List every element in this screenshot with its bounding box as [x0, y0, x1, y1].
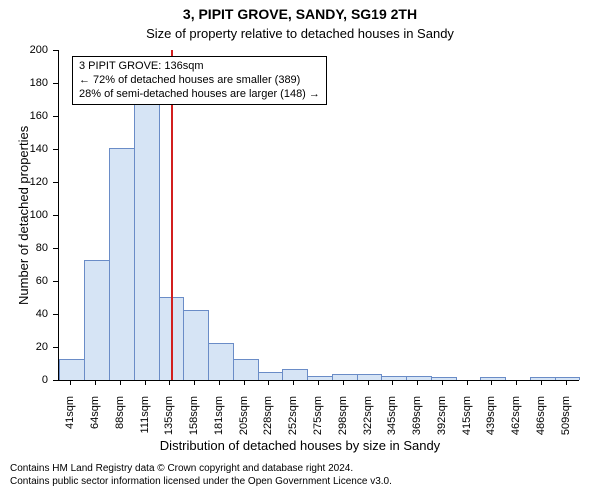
- x-tick-mark: [145, 380, 146, 385]
- annotation-box: 3 PIPIT GROVE: 136sqm ← 72% of detached …: [72, 56, 327, 105]
- histogram-bar: [307, 376, 333, 380]
- x-tick-mark: [169, 380, 170, 385]
- x-tick-mark: [268, 380, 269, 385]
- x-tick-mark: [491, 380, 492, 385]
- y-tick-mark: [53, 50, 58, 51]
- x-tick-mark: [541, 380, 542, 385]
- histogram-bar: [208, 343, 234, 380]
- x-tick-label: 369sqm: [411, 396, 423, 496]
- x-tick-mark: [417, 380, 418, 385]
- x-tick-label: 486sqm: [535, 396, 547, 496]
- histogram-bar: [233, 359, 259, 380]
- histogram-bar: [258, 372, 284, 380]
- y-tick-mark: [53, 281, 58, 282]
- x-tick-mark: [516, 380, 517, 385]
- histogram-bar: [59, 359, 85, 380]
- x-tick-label: 252sqm: [287, 396, 299, 496]
- histogram-bar: [183, 310, 209, 380]
- histogram-bar: [109, 148, 135, 380]
- histogram-bar: [332, 374, 358, 380]
- x-tick-label: 509sqm: [560, 396, 572, 496]
- x-tick-label: 322sqm: [362, 396, 374, 496]
- y-tick-mark: [53, 347, 58, 348]
- annotation-line: 3 PIPIT GROVE: 136sqm: [79, 60, 320, 74]
- y-tick-label: 0: [0, 374, 48, 386]
- x-tick-mark: [293, 380, 294, 385]
- x-tick-mark: [566, 380, 567, 385]
- x-tick-label: 41sqm: [64, 396, 76, 496]
- x-tick-label: 88sqm: [114, 396, 126, 496]
- y-tick-label: 80: [0, 242, 48, 254]
- histogram-bar: [357, 374, 383, 380]
- x-tick-mark: [219, 380, 220, 385]
- histogram-bar: [381, 376, 407, 380]
- y-tick-mark: [53, 215, 58, 216]
- x-tick-mark: [244, 380, 245, 385]
- x-tick-mark: [442, 380, 443, 385]
- y-tick-label: 60: [0, 275, 48, 287]
- x-tick-label: 462sqm: [510, 396, 522, 496]
- y-tick-label: 160: [0, 110, 48, 122]
- x-tick-label: 181sqm: [213, 396, 225, 496]
- x-tick-label: 345sqm: [386, 396, 398, 496]
- y-tick-label: 180: [0, 77, 48, 89]
- y-tick-label: 100: [0, 209, 48, 221]
- y-tick-label: 120: [0, 176, 48, 188]
- y-tick-mark: [53, 116, 58, 117]
- x-tick-mark: [318, 380, 319, 385]
- chart-subtitle: Size of property relative to detached ho…: [0, 26, 600, 41]
- y-tick-mark: [53, 83, 58, 84]
- x-tick-label: 228sqm: [262, 396, 274, 496]
- x-tick-label: 298sqm: [337, 396, 349, 496]
- histogram-bar: [530, 377, 556, 380]
- y-tick-label: 40: [0, 308, 48, 320]
- x-tick-label: 415sqm: [461, 396, 473, 496]
- chart-title: 3, PIPIT GROVE, SANDY, SG19 2TH: [0, 6, 600, 22]
- histogram-bar: [406, 376, 432, 380]
- x-tick-mark: [343, 380, 344, 385]
- y-tick-label: 20: [0, 341, 48, 353]
- x-tick-mark: [194, 380, 195, 385]
- x-tick-label: 392sqm: [436, 396, 448, 496]
- x-tick-mark: [392, 380, 393, 385]
- histogram-bar: [555, 377, 581, 380]
- y-tick-mark: [53, 314, 58, 315]
- y-tick-mark: [53, 182, 58, 183]
- y-tick-label: 200: [0, 44, 48, 56]
- y-tick-mark: [53, 149, 58, 150]
- x-tick-label: 439sqm: [485, 396, 497, 496]
- x-tick-mark: [368, 380, 369, 385]
- histogram-bar: [84, 260, 110, 380]
- histogram-bar: [134, 102, 160, 380]
- annotation-line: ← 72% of detached houses are smaller (38…: [79, 74, 320, 88]
- x-tick-label: 205sqm: [238, 396, 250, 496]
- x-tick-mark: [467, 380, 468, 385]
- histogram-bar: [480, 377, 506, 380]
- x-tick-label: 158sqm: [188, 396, 200, 496]
- histogram-bar: [431, 377, 457, 380]
- x-tick-label: 275sqm: [312, 396, 324, 496]
- x-tick-mark: [70, 380, 71, 385]
- x-tick-mark: [120, 380, 121, 385]
- chart-container: 3, PIPIT GROVE, SANDY, SG19 2TH Size of …: [0, 0, 600, 500]
- x-tick-mark: [95, 380, 96, 385]
- y-tick-mark: [53, 248, 58, 249]
- y-tick-mark: [53, 380, 58, 381]
- x-tick-label: 64sqm: [89, 396, 101, 496]
- y-tick-label: 140: [0, 143, 48, 155]
- x-tick-label: 111sqm: [139, 396, 151, 496]
- annotation-line: 28% of semi-detached houses are larger (…: [79, 88, 320, 102]
- histogram-bar: [282, 369, 308, 380]
- x-tick-label: 135sqm: [163, 396, 175, 496]
